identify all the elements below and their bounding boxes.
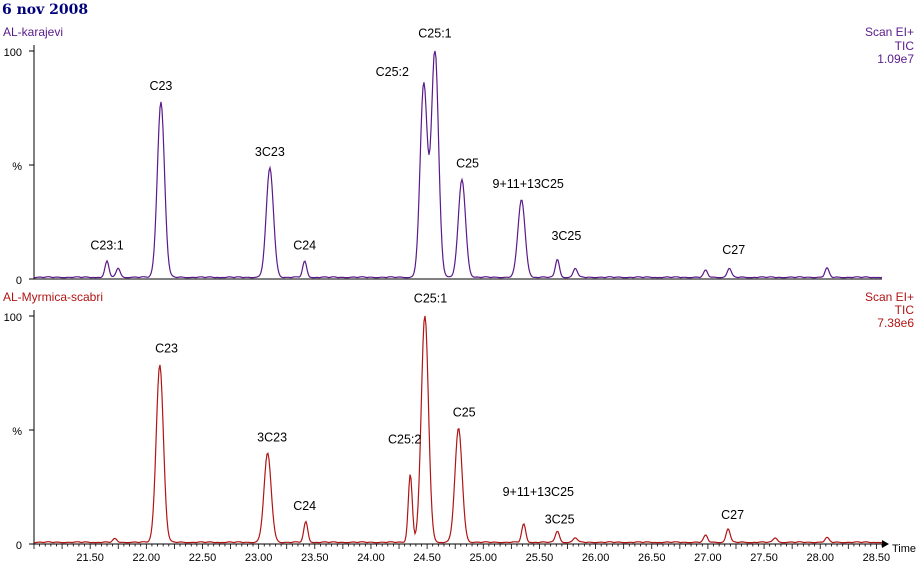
peak-label: C25:2 <box>376 65 409 79</box>
scan-mode-bottom: Scan EI+ <box>865 290 914 304</box>
y-0-label-bottom: 0 <box>16 540 22 552</box>
y-0-label-top: 0 <box>16 275 22 287</box>
series-trace <box>34 50 883 279</box>
y-100-label-top: 100 <box>4 47 22 59</box>
x-tick-label: 27.00 <box>694 552 722 564</box>
x-tick-label: 23.00 <box>245 552 273 564</box>
peak-label: 9+11+13C25 <box>503 485 574 499</box>
peak-label: 3C25 <box>551 229 581 243</box>
y-percent-label-top: % <box>12 161 22 173</box>
peak-label: C23 <box>155 341 178 355</box>
x-axis-arrow <box>882 540 889 548</box>
x-tick-label: 22.00 <box>133 552 161 564</box>
x-tick-label: 27.50 <box>750 552 778 564</box>
peak-label: C27 <box>721 508 744 522</box>
peak-label: C23:1 <box>90 238 123 252</box>
y-percent-label-bottom: % <box>12 426 22 438</box>
x-tick-label: 28.00 <box>806 552 834 564</box>
x-tick-label: 26.50 <box>638 552 666 564</box>
peak-label: C25:2 <box>388 433 421 447</box>
y-100-label-bottom: 100 <box>4 312 22 324</box>
peak-label: C25:1 <box>414 291 447 305</box>
peak-label: 3C23 <box>257 430 287 444</box>
x-tick-label: 25.50 <box>526 552 554 564</box>
max-intensity-bottom: 7.38e6 <box>877 316 914 330</box>
tic-label-bottom: TIC <box>895 303 915 317</box>
peak-label: C25 <box>453 405 476 419</box>
x-tick-label: 24.00 <box>357 552 385 564</box>
peak-label: C24 <box>293 499 316 513</box>
x-tick-label: 26.00 <box>582 552 610 564</box>
x-tick-label: 25.00 <box>470 552 498 564</box>
sample-name-bottom: AL-Myrmica-scabri <box>3 290 103 304</box>
scan-mode-top: Scan EI+ <box>865 25 914 39</box>
panel-top: AL-karajevi Scan EI+ TIC 1.09e7 100 % 0 … <box>3 25 914 287</box>
peak-label: 3C23 <box>255 145 285 159</box>
peak-label: C25:1 <box>418 26 451 40</box>
panel-bottom: AL-Myrmica-scabri Scan EI+ TIC 7.38e6 10… <box>3 290 914 552</box>
x-tick-label: 22.50 <box>189 552 217 564</box>
peak-label: 9+11+13C25 <box>493 177 564 191</box>
x-axis-unit: Time <box>892 543 916 555</box>
series-trace <box>34 315 883 544</box>
x-tick-label: 21.50 <box>76 552 104 564</box>
peak-label: 3C25 <box>545 512 575 526</box>
peak-label: C24 <box>293 238 316 252</box>
sample-name-top: AL-karajevi <box>3 25 63 39</box>
peak-label: C27 <box>722 243 745 257</box>
x-tick-label: 23.50 <box>301 552 329 564</box>
max-intensity-top: 1.09e7 <box>877 52 914 66</box>
x-tick-label: 28.50 <box>863 552 891 564</box>
tic-label-top: TIC <box>895 39 915 53</box>
peak-label: C23 <box>149 79 172 93</box>
x-axis: Time 21.50 22.00 22.50 23.00 23.50 24.00 24.50… <box>33 540 916 564</box>
date-title: 6 nov 2008 <box>2 2 88 18</box>
peak-label: C25 <box>456 156 479 170</box>
x-tick-label: 24.50 <box>413 552 441 564</box>
